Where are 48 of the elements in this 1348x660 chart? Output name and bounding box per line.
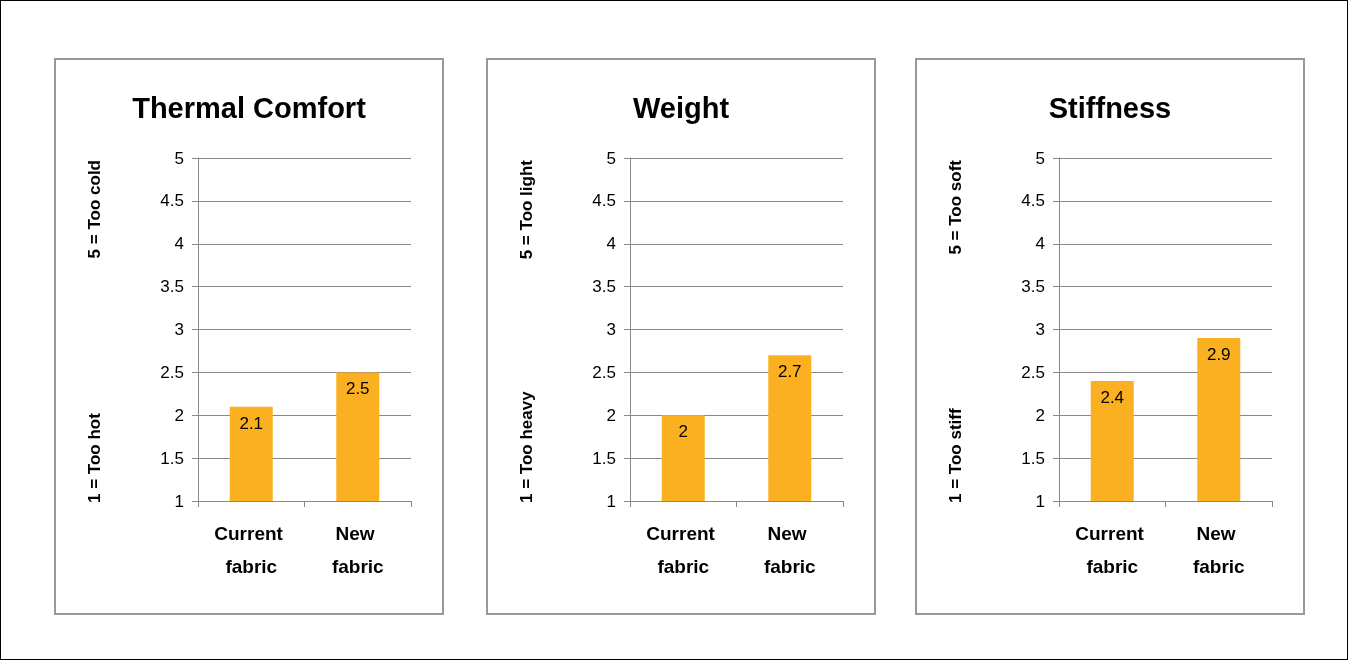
y-tick-label: 4 xyxy=(606,234,616,254)
data-label: 2.9 xyxy=(1206,345,1231,365)
y-tick-label: 1.5 xyxy=(1021,448,1045,468)
data-label: 2.4 xyxy=(1100,387,1125,407)
x-tick-label: New fabric xyxy=(763,523,817,577)
chart-title: Weight xyxy=(632,91,730,124)
y-tick-label: 1 xyxy=(606,491,616,511)
y-axis-title: 5 = Too soft xyxy=(946,159,965,255)
y-tick-label: 5 xyxy=(174,148,184,168)
y-tick-label: 4.5 xyxy=(160,191,184,211)
y-tick-label: 3.5 xyxy=(592,277,616,297)
data-label: 2.7 xyxy=(777,362,802,382)
y-tick-label: 2 xyxy=(174,405,184,425)
y-tick-label: 3 xyxy=(606,320,616,339)
x-tick-label: Current fabric xyxy=(1075,523,1150,577)
y-tick-label: 1.5 xyxy=(592,448,616,468)
y-tick-label: 3.5 xyxy=(1021,277,1045,297)
y-tick-label: 1 xyxy=(1035,491,1045,511)
y-tick-label: 4 xyxy=(174,234,184,254)
y-tick-label: 4.5 xyxy=(1021,191,1045,211)
x-tick-label: Current fabric xyxy=(646,523,721,577)
y-tick-label: 4 xyxy=(1035,234,1045,254)
y-tick-label: 1 xyxy=(174,491,184,511)
y-tick-label: 2 xyxy=(606,405,616,425)
x-tick-label: New fabric xyxy=(331,523,385,577)
y-tick-label: 3 xyxy=(174,320,184,339)
x-tick-label: New fabric xyxy=(1192,523,1246,577)
y-tick-label: 2.5 xyxy=(592,362,616,382)
data-label: 2.5 xyxy=(345,379,370,399)
x-tick-label: Current fabric xyxy=(214,523,289,577)
y-tick-label: 1.5 xyxy=(160,448,184,468)
y-tick-label: 5 xyxy=(606,148,616,168)
text: 1 = Too stiff xyxy=(946,408,965,503)
data-label: 2.1 xyxy=(239,413,264,433)
y-tick-label: 4.5 xyxy=(592,191,616,211)
y-tick-label: 3 xyxy=(1035,320,1045,339)
data-label: 2 xyxy=(678,422,688,442)
y-tick-label: 2.5 xyxy=(1021,362,1045,382)
y-tick-label: 5 xyxy=(1035,148,1045,168)
y-tick-label: 2.5 xyxy=(160,362,184,382)
chart-title: Stiffness xyxy=(1048,91,1172,124)
text: 1 = Too hot xyxy=(85,412,104,503)
y-axis-title: 5 = Too light xyxy=(517,159,536,260)
y-tick-label: 3.5 xyxy=(160,277,184,297)
y-tick-label: 2 xyxy=(1035,405,1045,425)
y-axis-title: 5 = Too cold xyxy=(85,160,104,259)
chart-title: Thermal Comfort xyxy=(132,91,367,124)
text: 1 = Too heavy xyxy=(517,390,536,503)
